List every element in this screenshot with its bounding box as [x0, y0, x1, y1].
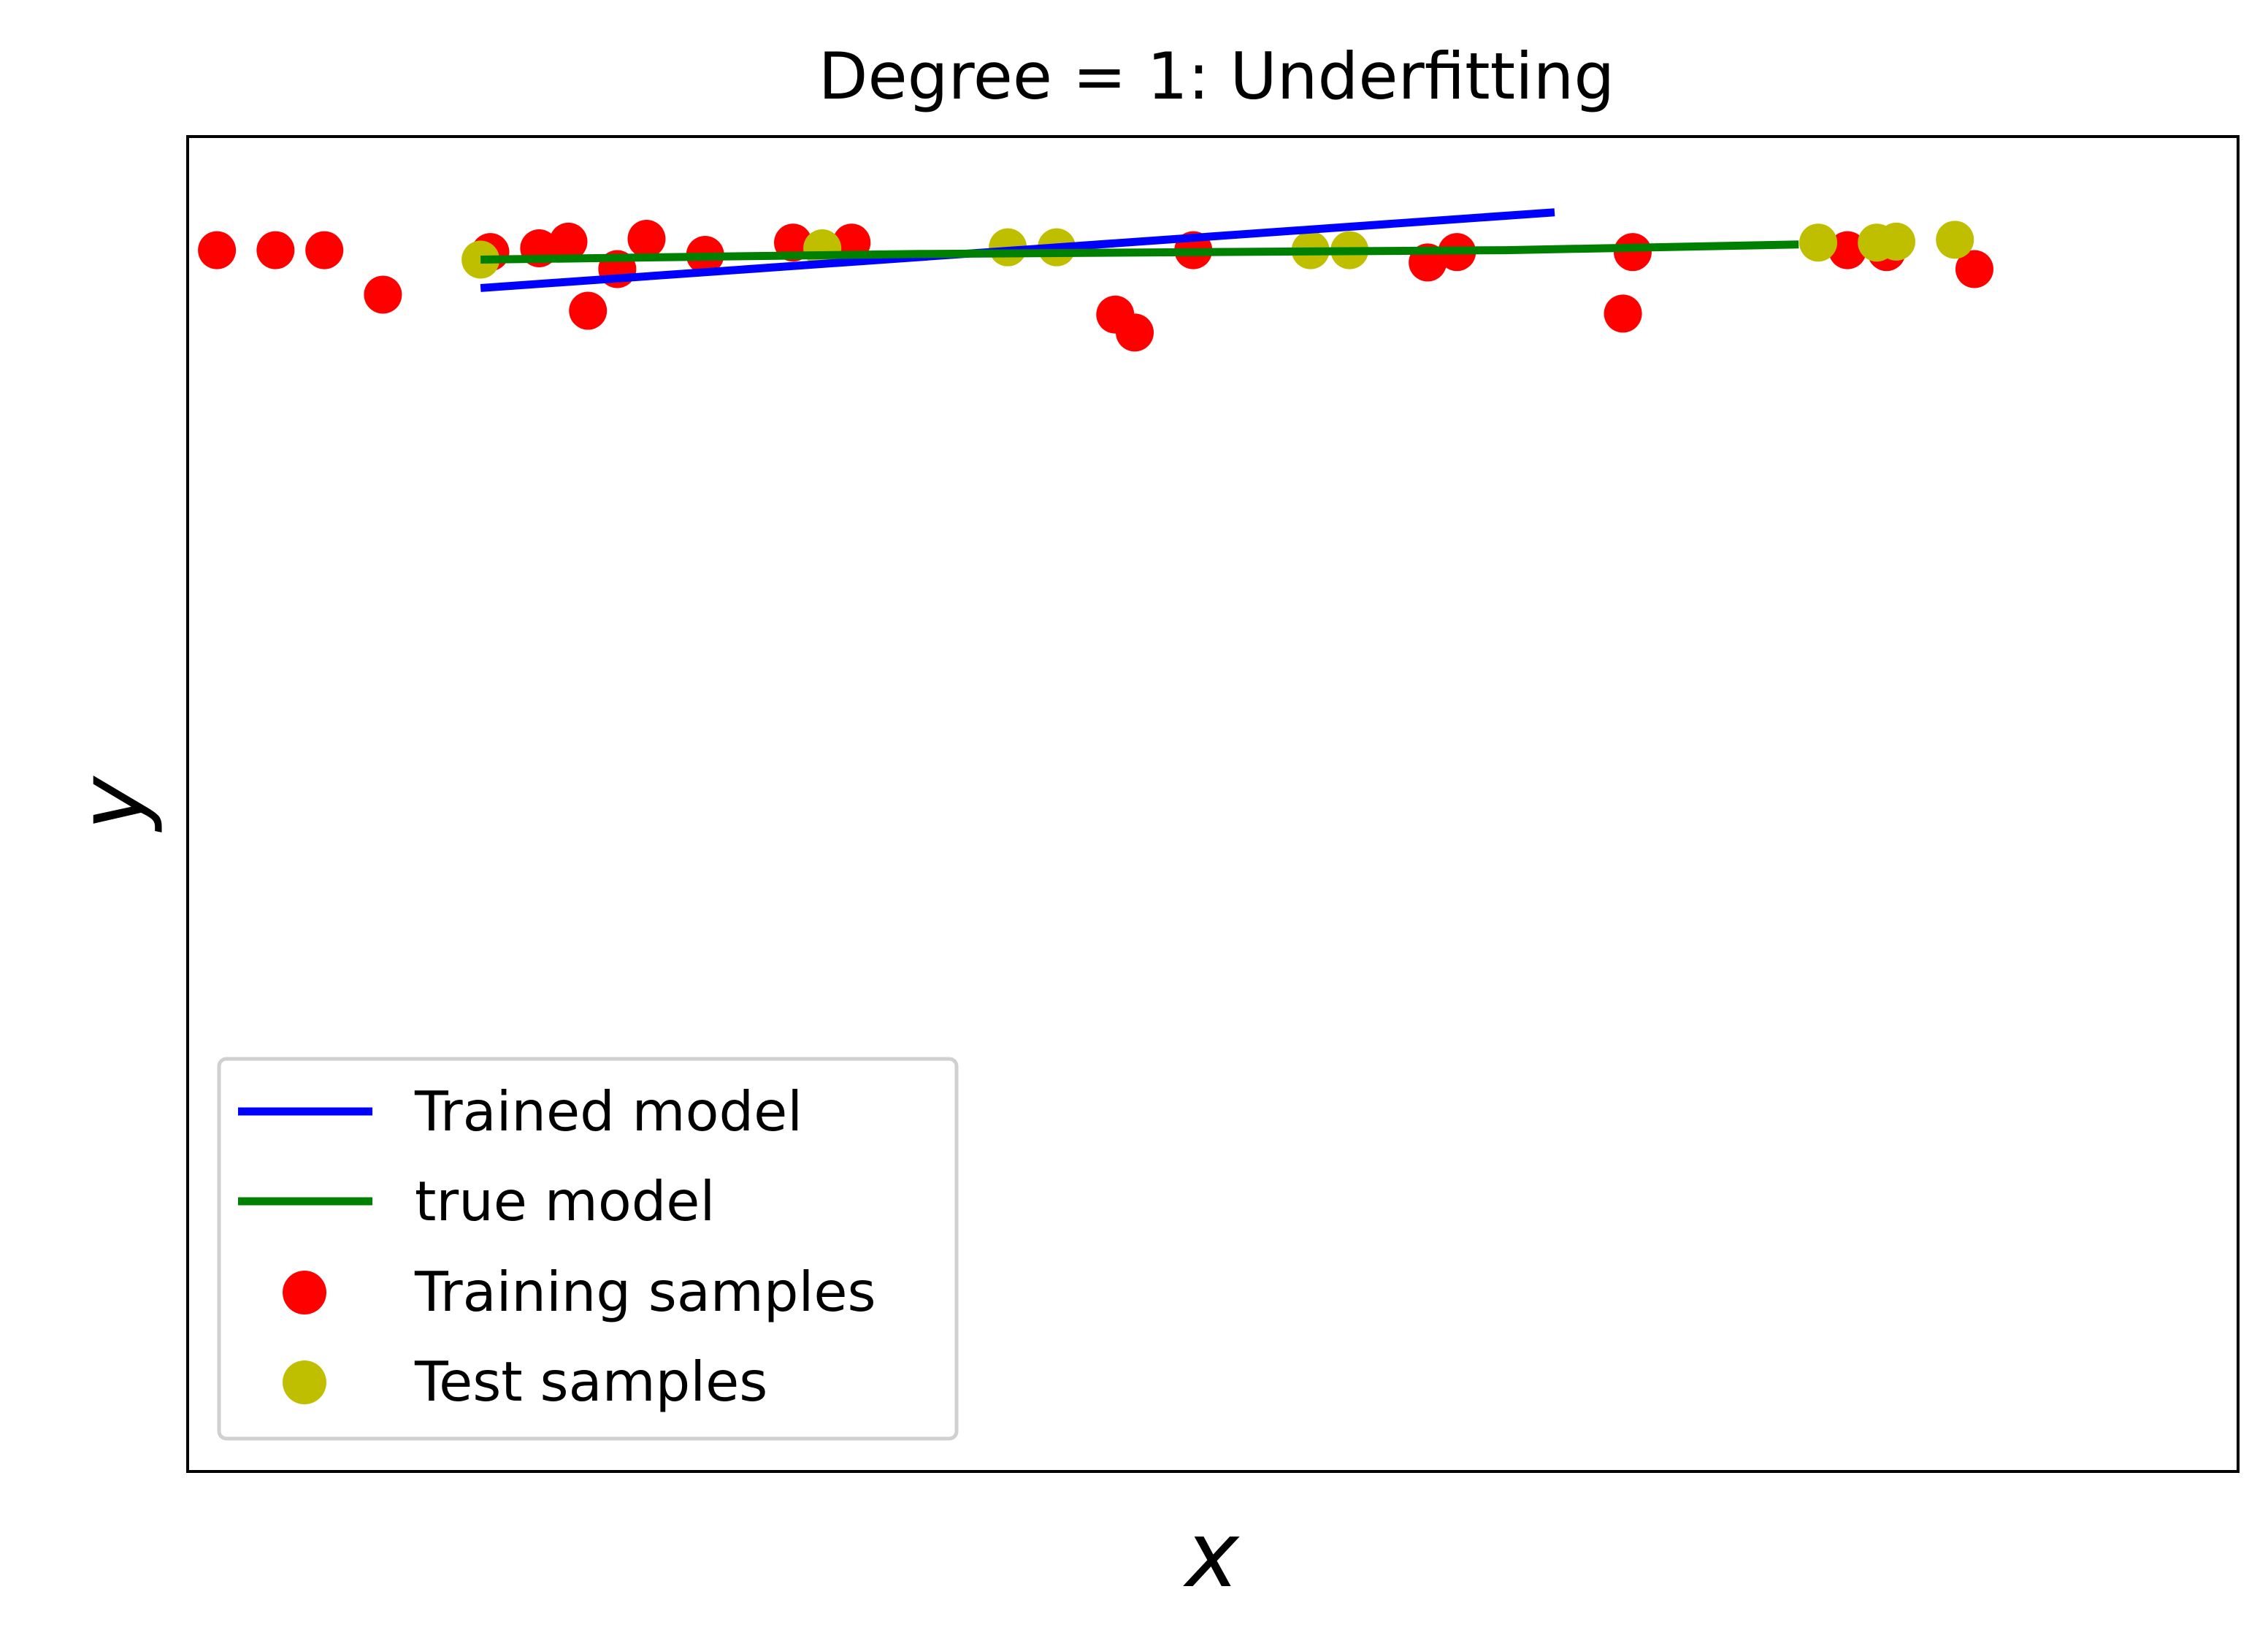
- training-samples-point: [627, 220, 666, 259]
- legend-label-trained-model: Trained model: [414, 1079, 802, 1144]
- chart-title: Degree = 1: Underfitting: [819, 39, 1614, 114]
- training-samples-point: [198, 231, 237, 269]
- legend-label-true-model: true model: [415, 1169, 715, 1233]
- legend-swatch-test-samples: [283, 1360, 326, 1404]
- training-samples-point: [256, 231, 295, 269]
- legend-label-training-samples: Training samples: [414, 1260, 876, 1324]
- training-samples-point: [549, 222, 588, 261]
- training-samples-point: [1613, 233, 1652, 272]
- legend: Trained model true model Training sample…: [217, 1057, 959, 1441]
- training-samples-point: [569, 291, 608, 330]
- plot-frame: [186, 135, 2240, 1473]
- true-model-line: [480, 240, 1799, 264]
- y-axis-label: y: [60, 776, 165, 833]
- test-samples-point: [1877, 222, 1915, 261]
- training-samples-point: [1116, 313, 1154, 352]
- legend-swatch-training-samples: [283, 1271, 326, 1314]
- x-axis-label: x: [1182, 1503, 1240, 1608]
- training-samples-point: [305, 231, 344, 269]
- training-samples-point: [364, 275, 402, 314]
- training-samples-point: [1828, 231, 1867, 269]
- training-samples-point: [1604, 294, 1642, 333]
- training-samples-point: [1955, 250, 1993, 288]
- test-samples-point: [1936, 221, 1974, 259]
- plot-area: [186, 135, 2240, 1473]
- test-samples-point: [1799, 223, 1838, 262]
- legend-label-test-samples: Test samples: [414, 1350, 767, 1414]
- legend-box: [217, 1057, 959, 1441]
